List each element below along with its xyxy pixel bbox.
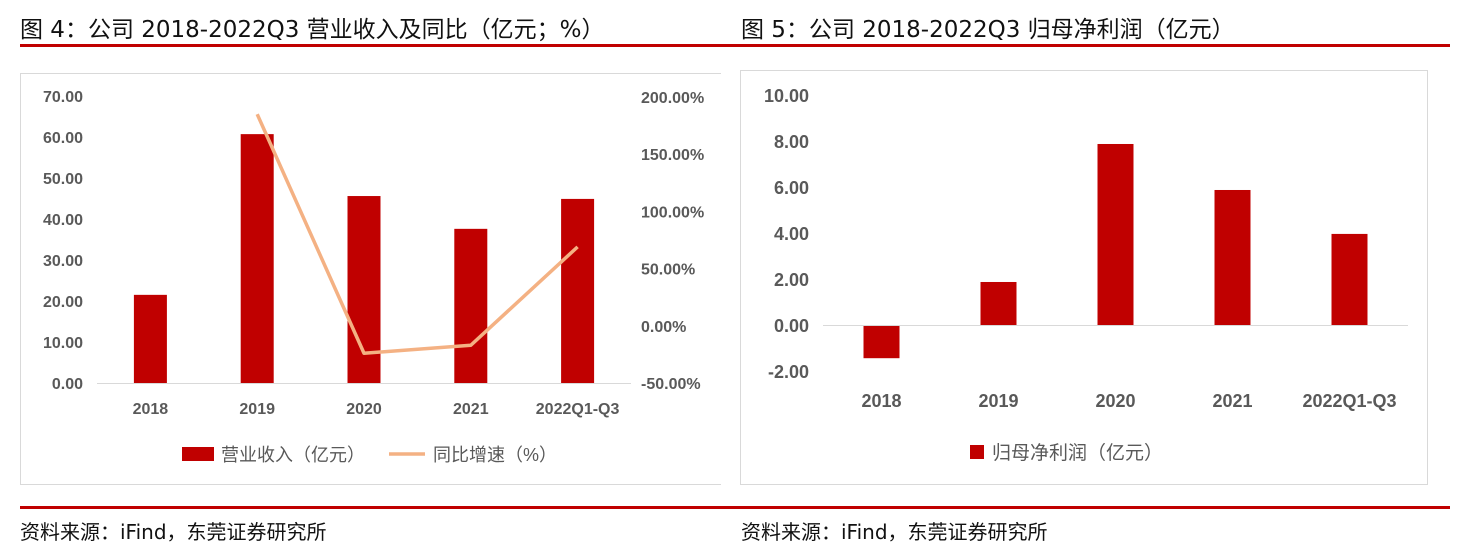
net-profit-bar: [980, 281, 1017, 325]
net-profit-bar: [1331, 233, 1368, 325]
right-axis-tick: 150.00%: [641, 147, 704, 164]
x-axis-label: 2020: [1095, 391, 1135, 411]
legend-label: 同比增速（%）: [433, 445, 557, 465]
left-axis-tick: 50.00: [43, 171, 83, 188]
chart-4-frame: 0.00 10.00 20.00 30.00 40.00 50.00 60.00 70.00 -…: [20, 73, 721, 485]
right-axis-tick: 100.00%: [641, 204, 704, 221]
figure-5-source: 资料来源：iFind，东莞证券研究所: [741, 520, 1048, 544]
x-axis-label: 2018: [133, 401, 169, 418]
legend-bar-swatch-icon: [970, 445, 984, 459]
left-axis-tick: 10.00: [43, 335, 83, 352]
left-axis-tick: 60.00: [43, 130, 83, 147]
revenue-bar: [133, 294, 167, 383]
revenue-chart: 0.00 10.00 20.00 30.00 40.00 50.00 60.00 70.00 -…: [43, 89, 704, 465]
legend-label: 营业收入（亿元）: [221, 445, 365, 465]
y-axis-tick: 0.00: [774, 316, 809, 336]
revenue-bar: [240, 134, 274, 383]
y-axis-tick: 4.00: [774, 224, 809, 244]
x-axis-label: 2022Q1-Q3: [1302, 391, 1396, 411]
x-axis-label: 2019: [239, 401, 275, 418]
figure-4-source: 资料来源：iFind，东莞证券研究所: [20, 520, 327, 544]
x-axis-label: 2020: [346, 401, 382, 418]
y-axis-tick: -2.00: [768, 362, 809, 382]
net-profit-bar: [1214, 189, 1251, 325]
net-profit-chart: -2.00 0.00 2.00 4.00 6.00 8.00 10.00 2018 2019 20…: [764, 86, 1408, 464]
legend-bar-swatch-icon: [182, 447, 214, 461]
y-axis-tick: 10.00: [764, 86, 809, 106]
net-profit-bar: [1097, 143, 1134, 325]
y-axis-tick: 8.00: [774, 132, 809, 152]
x-axis-label: 2022Q1-Q3: [536, 401, 620, 418]
growth-line: [255, 113, 579, 356]
x-axis-label: 2021: [1212, 391, 1252, 411]
title-rule: [20, 44, 730, 47]
title-rule: [730, 44, 1450, 47]
y-axis-tick: 6.00: [774, 178, 809, 198]
x-axis-label: 2021: [453, 401, 489, 418]
y-axis-tick: 2.00: [774, 270, 809, 290]
left-axis-tick: 20.00: [43, 294, 83, 311]
left-axis-tick: 0.00: [52, 376, 83, 393]
figure-4-title: 图 4：公司 2018-2022Q3 营业收入及同比（亿元；%）: [20, 17, 605, 43]
x-axis-label: 2019: [978, 391, 1018, 411]
source-rule: [20, 506, 730, 509]
left-axis-tick: 30.00: [43, 253, 83, 270]
right-axis-tick: 0.00%: [641, 319, 686, 336]
chart-5-frame: -2.00 0.00 2.00 4.00 6.00 8.00 10.00 2018 2019 20…: [740, 70, 1428, 485]
figure-5-title: 图 5：公司 2018-2022Q3 归母净利润（亿元）: [741, 17, 1235, 43]
revenue-bar: [454, 228, 488, 383]
right-axis-tick: 50.00%: [641, 262, 695, 279]
left-axis-tick: 70.00: [43, 89, 83, 106]
legend-label: 归母净利润（亿元）: [992, 442, 1163, 464]
net-profit-bar: [863, 326, 900, 359]
left-axis-tick: 40.00: [43, 212, 83, 229]
revenue-bar: [561, 198, 595, 383]
right-axis-tick: -50.00%: [641, 376, 701, 393]
source-rule: [730, 506, 1450, 509]
right-axis-tick: 200.00%: [641, 90, 704, 107]
x-axis-label: 2018: [861, 391, 901, 411]
